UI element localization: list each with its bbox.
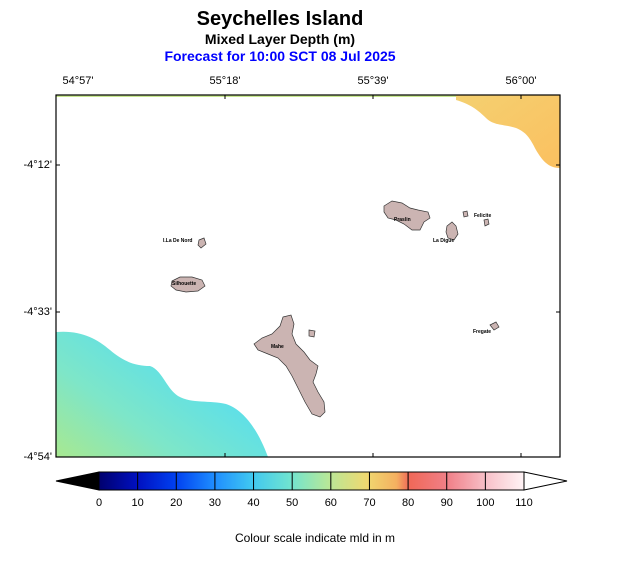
island-praslin	[383, 200, 431, 231]
colorbar-tick-label: 70	[363, 497, 375, 509]
lat-label-2: -4°33'	[23, 306, 52, 318]
forecast-time: Forecast for 10:00 SCT 08 Jul 2025	[164, 48, 396, 64]
island-felicite-small	[483, 218, 490, 227]
island-mahe	[253, 314, 326, 418]
label-la-digue: La Digue	[433, 238, 454, 244]
mld-field-southwest	[56, 331, 268, 457]
lon-label-1: 54°57'	[62, 75, 94, 87]
island-la-digue	[445, 221, 459, 241]
colorbar-tick-label: 40	[247, 497, 259, 509]
colorbar: 0 10 20 30 40 50 60 70 80 90 100 110	[55, 471, 568, 509]
colorbar-over-arrow	[523, 471, 568, 491]
label-nord: I.La De Nord	[163, 238, 192, 244]
colorbar-tick-label: 30	[209, 497, 221, 509]
lat-label-1: -4°12'	[23, 159, 52, 171]
colorbar-tick-label: 0	[96, 497, 102, 509]
island-fregate	[489, 321, 500, 331]
lon-label-2: 55°18'	[209, 75, 241, 87]
colorbar-tick-label: 20	[170, 497, 182, 509]
island-felicite	[462, 210, 469, 218]
lon-label-4: 56°00'	[505, 75, 537, 87]
island-silhouette	[170, 276, 206, 293]
colorbar-tick-label: 50	[286, 497, 298, 509]
colorbar-caption: Colour scale indicate mld in m	[234, 531, 396, 545]
colorbar-gradient	[98, 471, 525, 491]
label-felicite: Felicite	[474, 213, 491, 219]
map-title: Seychelles Island	[196, 8, 364, 30]
label-silhouette: Silhouette	[172, 281, 196, 287]
island-mahe-east	[308, 329, 316, 338]
axis-ticks	[56, 95, 560, 457]
map-frame	[55, 94, 561, 458]
colorbar-tick-label: 100	[476, 497, 494, 509]
label-fregate: Fregate	[473, 329, 491, 335]
colorbar-tick-label: 110	[515, 497, 533, 509]
colorbar-tick-label: 80	[402, 497, 414, 509]
top-edge-field	[56, 95, 456, 97]
island-nord	[197, 237, 207, 249]
colorbar-under-arrow	[55, 471, 100, 491]
label-mahe: Mahe	[271, 344, 284, 350]
colorbar-tick-label: 90	[441, 497, 453, 509]
colorbar-tick-label: 10	[132, 497, 144, 509]
lat-label-3: -4°54'	[23, 451, 52, 463]
mld-field-northeast	[456, 95, 560, 168]
colorbar-tick-label: 60	[325, 497, 337, 509]
lon-label-3: 55°39'	[357, 75, 389, 87]
map-subtitle: Mixed Layer Depth (m)	[204, 31, 356, 47]
label-praslin: Praslin	[394, 217, 411, 223]
